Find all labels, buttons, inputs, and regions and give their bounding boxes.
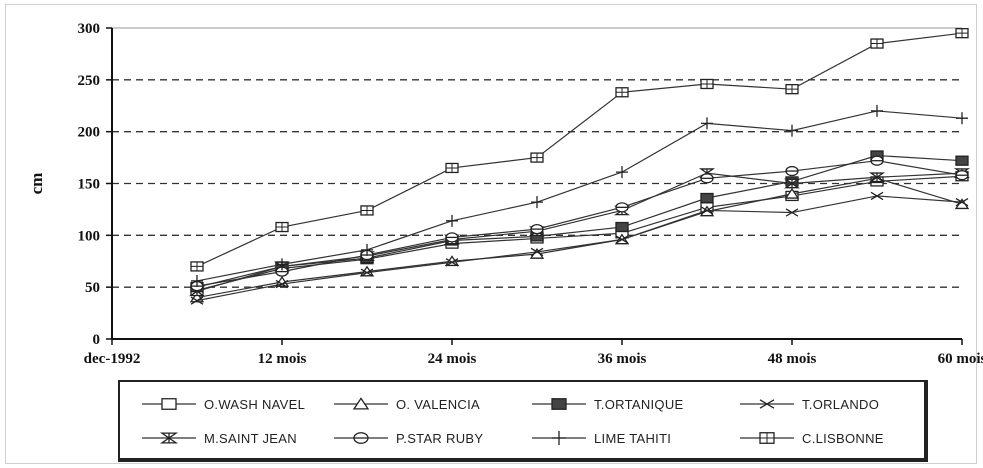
marker <box>956 112 968 125</box>
chart-legend: O.WASH NAVEL O. VALENCIA T.ORTANIQUE T.ORLA… <box>118 380 928 462</box>
marker <box>786 84 798 94</box>
line-chart: 0 50 100 150 200 250 300 dec-1992 12 mois 24 mois… <box>27 21 983 367</box>
marker <box>361 243 373 256</box>
marker <box>276 222 288 232</box>
y-tick-label: 200 <box>78 125 101 141</box>
marker <box>191 274 203 287</box>
x-tick-label: dec-1992 <box>84 351 141 367</box>
marker <box>615 235 629 244</box>
legend-label: O.WASH NAVEL <box>204 396 306 412</box>
x-tick-label: 12 mois <box>258 351 307 367</box>
y-tick-label: 0 <box>93 332 101 348</box>
marker <box>783 178 801 189</box>
series-o-valencia <box>189 172 970 303</box>
legend-symbol <box>334 397 388 410</box>
marker <box>786 124 798 137</box>
legend-item: O. VALENCIA <box>332 392 480 416</box>
legend-symbol <box>532 398 586 410</box>
marker <box>760 432 774 444</box>
series-c-lisbonne <box>190 28 969 272</box>
y-tick-label: 150 <box>78 177 101 193</box>
marker <box>759 399 775 409</box>
marker <box>700 192 714 204</box>
marker <box>552 431 566 445</box>
series-p-star-ruby <box>190 155 969 292</box>
legend-item: M.SAINT JEAN <box>140 426 297 450</box>
marker <box>531 153 543 163</box>
series-line <box>196 32 963 267</box>
marker <box>446 214 458 227</box>
legend-symbol <box>142 398 196 410</box>
marker <box>868 172 886 183</box>
marker <box>616 87 628 97</box>
legend-symbol <box>740 399 794 409</box>
legend-item: T.ORTANIQUE <box>530 392 684 416</box>
y-tick-label: 100 <box>78 228 101 244</box>
marker <box>276 258 288 271</box>
x-tick-label: 48 mois <box>768 351 817 367</box>
marker <box>551 398 567 410</box>
marker <box>784 187 800 199</box>
marker <box>361 205 373 215</box>
marker <box>615 221 629 233</box>
marker <box>871 39 883 49</box>
marker <box>530 247 544 257</box>
chart-frame <box>5 4 977 464</box>
marker <box>531 196 543 209</box>
series-line <box>196 175 963 291</box>
legend-item: C.LISBONNE <box>738 426 884 450</box>
marker <box>785 208 799 217</box>
legend-item: LIME TAHITI <box>530 426 671 450</box>
series-line <box>196 154 963 288</box>
marker <box>701 79 713 89</box>
series-o-wash-navel <box>190 171 969 296</box>
legend-label: C.LISBONNE <box>802 430 884 446</box>
marker <box>870 191 884 201</box>
marker <box>701 117 713 130</box>
series-t-orlando <box>190 191 969 305</box>
marker <box>161 398 177 410</box>
marker <box>190 296 204 305</box>
legend-label: LIME TAHITI <box>594 430 672 446</box>
marker <box>616 166 628 179</box>
legend-label: M.SAINT JEAN <box>204 430 297 446</box>
series-line <box>196 177 963 299</box>
series-line <box>196 110 963 282</box>
marker <box>871 104 883 117</box>
marker <box>352 397 370 410</box>
marker <box>956 28 968 38</box>
legend-label: T.ORLANDO <box>802 396 880 412</box>
x-tick-label: 60 mois <box>938 351 983 367</box>
marker <box>191 261 203 271</box>
legend-symbol <box>532 431 586 445</box>
marker <box>159 432 179 444</box>
series-line <box>196 195 963 302</box>
y-tick-label: 50 <box>85 280 100 296</box>
legend-label: T.ORTANIQUE <box>594 396 684 412</box>
legend-item: P.STAR RUBY <box>332 426 483 450</box>
y-tick-label: 250 <box>78 73 101 89</box>
y-axis-label: cm <box>27 173 46 195</box>
legend-symbol <box>142 432 196 444</box>
marker <box>446 163 458 173</box>
series-lime-tahiti <box>191 104 968 287</box>
marker <box>700 206 714 215</box>
legend-item: T.ORLANDO <box>738 392 879 416</box>
x-tick-label: 36 mois <box>598 351 647 367</box>
marker <box>445 258 459 267</box>
y-tick-label: 300 <box>78 21 101 37</box>
marker <box>275 279 289 289</box>
marker <box>955 155 969 166</box>
series-line <box>196 160 963 287</box>
marker <box>360 268 374 277</box>
x-tick-label: 24 mois <box>428 351 477 367</box>
series-line <box>196 172 963 292</box>
legend-item: O.WASH NAVEL <box>140 392 305 416</box>
legend-label: P.STAR RUBY <box>396 430 484 446</box>
legend-symbol <box>334 432 388 444</box>
legend-symbol <box>740 432 794 444</box>
legend-label: O. VALENCIA <box>396 396 480 412</box>
marker <box>955 198 969 207</box>
